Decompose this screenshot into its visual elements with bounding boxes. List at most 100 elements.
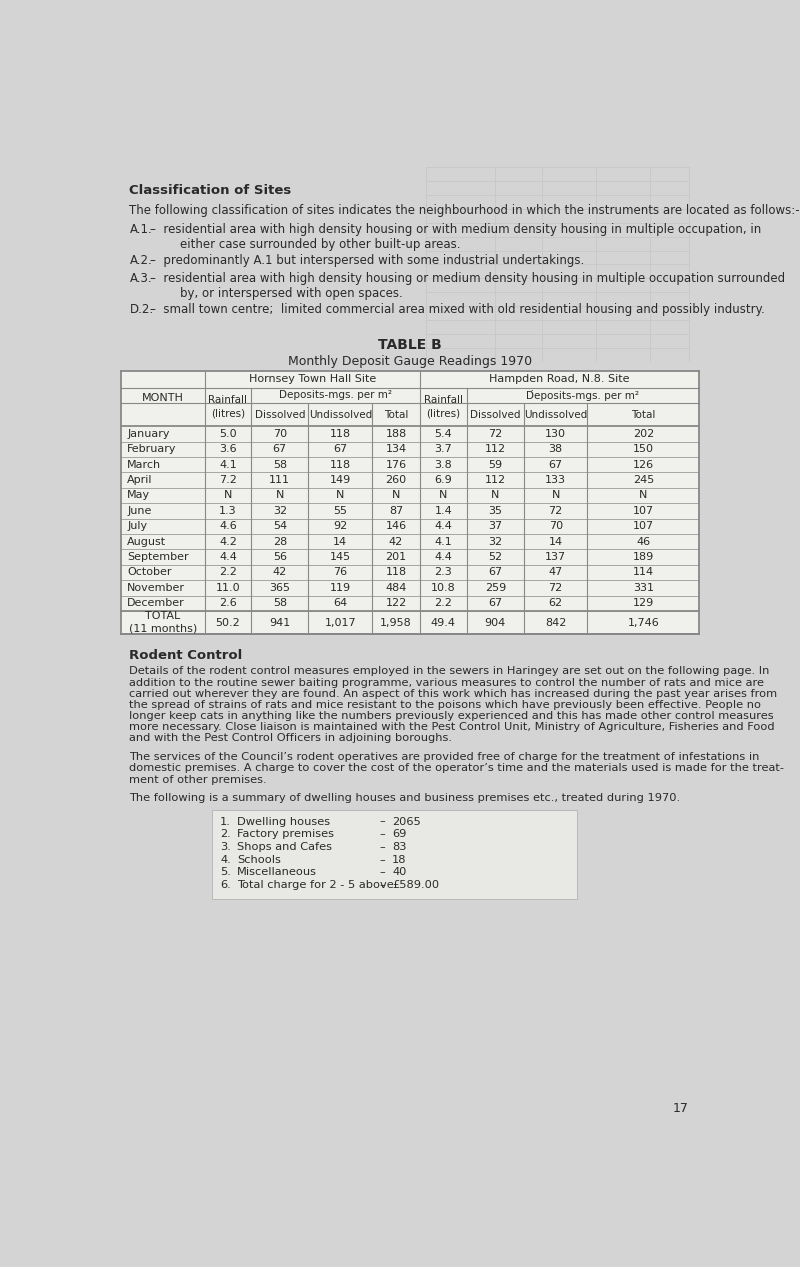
Text: May: May [127,490,150,500]
Text: 6.9: 6.9 [434,475,452,485]
Text: 58: 58 [273,598,287,608]
Text: 2.2: 2.2 [219,568,237,578]
Text: Schools: Schools [237,855,281,864]
Text: more necessary. Close liaison is maintained with the Pest Control Unit, Ministry: more necessary. Close liaison is maintai… [130,722,775,732]
Text: 47: 47 [549,568,563,578]
Text: N: N [639,490,647,500]
Text: 70: 70 [273,428,287,438]
Text: 6.: 6. [220,881,231,891]
Text: 69: 69 [392,830,406,839]
Text: 145: 145 [330,552,351,563]
Text: 46: 46 [636,537,650,546]
Text: 118: 118 [330,428,351,438]
Text: March: March [127,460,162,470]
Text: September: September [127,552,189,563]
Text: Hornsey Town Hall Site: Hornsey Town Hall Site [249,374,376,384]
Text: 133: 133 [546,475,566,485]
Text: Miscellaneous: Miscellaneous [237,868,317,877]
Text: Undissolved: Undissolved [309,409,372,419]
Text: 17: 17 [673,1101,689,1115]
Text: Total: Total [631,409,655,419]
Text: 119: 119 [330,583,351,593]
Text: June: June [127,506,151,516]
Text: 4.2: 4.2 [219,537,237,546]
Text: 18: 18 [392,855,406,864]
Text: Dissolved: Dissolved [254,409,305,419]
Text: Deposits‑mgs. per m²: Deposits‑mgs. per m² [279,390,392,400]
Text: N: N [224,490,232,500]
Text: 260: 260 [386,475,406,485]
Text: 58: 58 [273,460,287,470]
Text: 331: 331 [633,583,654,593]
Text: A.2.: A.2. [130,253,152,266]
Text: 67: 67 [333,445,347,455]
Text: 1,746: 1,746 [627,617,659,627]
Text: TABLE B: TABLE B [378,338,442,352]
Text: 38: 38 [549,445,562,455]
Text: Dissolved: Dissolved [470,409,521,419]
Text: 67: 67 [488,598,502,608]
Text: 92: 92 [333,521,347,531]
Text: 14: 14 [333,537,347,546]
Text: A.1.: A.1. [130,223,152,236]
Text: –: – [379,881,385,891]
Text: 76: 76 [333,568,347,578]
Text: the spread of strains of rats and mice resistant to the poisons which have previ: the spread of strains of rats and mice r… [130,699,762,710]
Text: 107: 107 [633,521,654,531]
Text: 28: 28 [273,537,287,546]
Text: 112: 112 [485,475,506,485]
Text: 32: 32 [488,537,502,546]
Text: 4.1: 4.1 [219,460,237,470]
Text: February: February [127,445,177,455]
Text: 56: 56 [273,552,287,563]
Text: 4.1: 4.1 [434,537,452,546]
Text: January: January [127,428,170,438]
Text: 64: 64 [333,598,347,608]
Text: December: December [127,598,185,608]
Text: 150: 150 [633,445,654,455]
Text: 52: 52 [488,552,502,563]
Text: 129: 129 [633,598,654,608]
Text: 50.2: 50.2 [215,617,240,627]
Text: N: N [551,490,560,500]
Text: 7.2: 7.2 [219,475,237,485]
Text: –  predominantly A.1 but interspersed with some industrial undertakings.: – predominantly A.1 but interspersed wit… [150,253,585,266]
Text: 1.4: 1.4 [434,506,452,516]
Text: 259: 259 [485,583,506,593]
Text: 365: 365 [270,583,290,593]
Text: July: July [127,521,147,531]
Text: ment of other premises.: ment of other premises. [130,774,267,784]
Text: 189: 189 [633,552,654,563]
Text: 62: 62 [549,598,562,608]
Text: 149: 149 [330,475,351,485]
Text: October: October [127,568,172,578]
Text: 4.4: 4.4 [434,552,452,563]
Text: 1.: 1. [220,816,231,826]
Text: Factory premises: Factory premises [237,830,334,839]
Text: 3.: 3. [220,843,231,851]
Text: N: N [336,490,345,500]
Text: 87: 87 [389,506,403,516]
Text: TOTAL
(11 months): TOTAL (11 months) [129,611,197,634]
Text: 130: 130 [546,428,566,438]
Text: 35: 35 [488,506,502,516]
Text: 114: 114 [633,568,654,578]
Text: Rodent Control: Rodent Control [130,650,242,663]
Text: Hampden Road, N.8. Site: Hampden Road, N.8. Site [490,374,630,384]
Text: 49.4: 49.4 [431,617,456,627]
Text: 4.: 4. [220,855,231,864]
Text: 107: 107 [633,506,654,516]
Text: –: – [379,816,385,826]
Text: 126: 126 [633,460,654,470]
Text: 1,017: 1,017 [325,617,356,627]
Text: 146: 146 [386,521,406,531]
Text: 72: 72 [488,428,502,438]
Text: 72: 72 [549,583,563,593]
Text: 201: 201 [386,552,406,563]
Text: 11.0: 11.0 [215,583,240,593]
Text: 134: 134 [386,445,406,455]
Text: N: N [276,490,284,500]
Text: August: August [127,537,166,546]
Text: 3.6: 3.6 [219,445,237,455]
Text: and with the Pest Control Officers in adjoining boroughs.: and with the Pest Control Officers in ad… [130,734,453,744]
